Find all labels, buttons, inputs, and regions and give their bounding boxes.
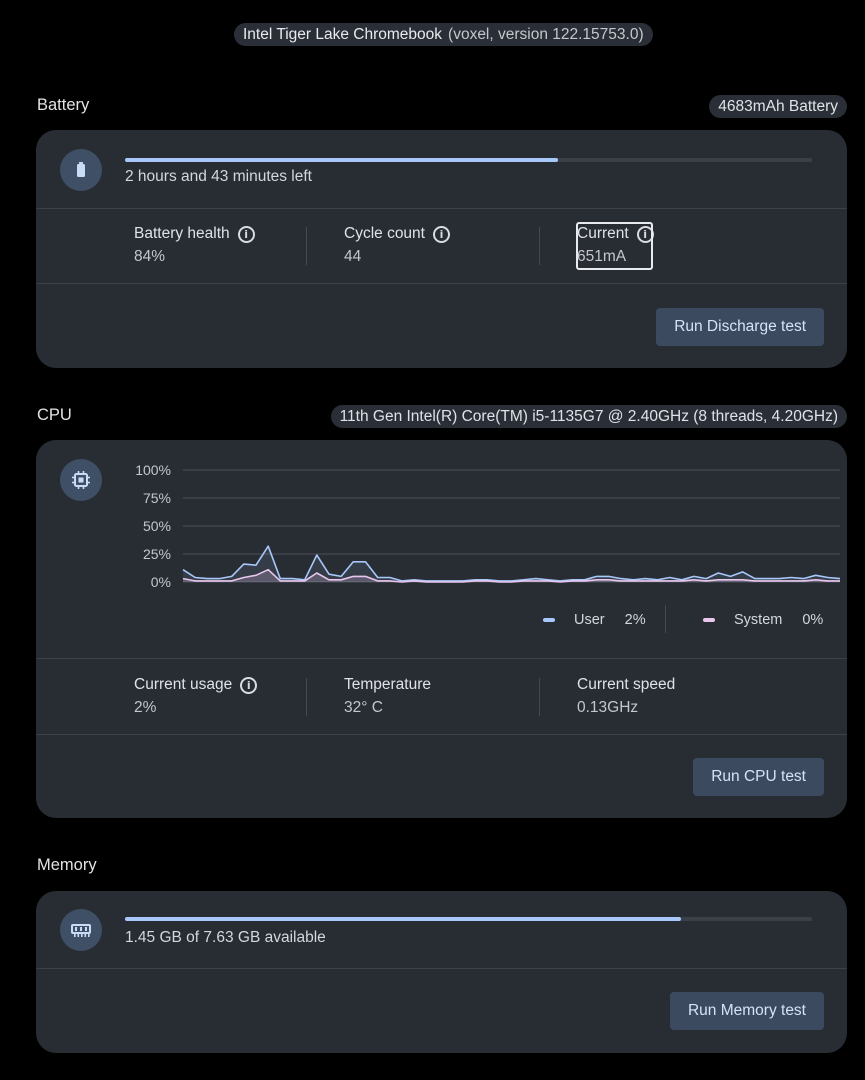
- cycle-count-stat: Cycle count i 44: [344, 223, 450, 266]
- cycle-count-value: 44: [344, 248, 362, 265]
- cycle-count-label: Cycle count: [344, 225, 425, 242]
- run-cpu-test-button[interactable]: Run CPU test: [693, 758, 824, 796]
- temperature-stat: Temperature 32° C: [344, 674, 431, 717]
- y-tick-label: 0%: [151, 574, 171, 590]
- current-usage-stat: Current usage i 2%: [134, 674, 258, 717]
- current-speed-value: 0.13GHz: [577, 699, 639, 716]
- battery-charge-fill: [125, 158, 558, 162]
- series-line-user: [182, 545, 841, 582]
- battery-divider-top: [36, 208, 847, 209]
- stat-separator: [539, 678, 540, 716]
- y-tick-label: 75%: [143, 490, 171, 506]
- cpu-card: 100% 75% 50% 25% 0% User 2% System 0% Curren…: [36, 440, 847, 818]
- memory-usage-fill: [125, 917, 682, 921]
- system-legend-label: System: [734, 612, 783, 628]
- y-tick-label: 100%: [135, 462, 171, 478]
- battery-health-label: Battery health: [134, 225, 230, 242]
- system-legend-swatch: [703, 618, 715, 622]
- memory-section-title: Memory: [37, 856, 97, 874]
- user-legend-swatch: [543, 618, 555, 622]
- temperature-label: Temperature: [344, 676, 432, 693]
- legend-separator: [665, 605, 666, 633]
- stat-separator: [539, 227, 540, 265]
- battery-capacity-badge: 4683mAh Battery: [709, 95, 847, 118]
- current-usage-value: 2%: [134, 699, 157, 716]
- current-usage-info-icon[interactable]: i: [240, 676, 258, 694]
- cpu-divider-top: [36, 658, 847, 659]
- system-legend-value: 0%: [802, 612, 824, 628]
- focus-ring: [576, 222, 653, 270]
- user-legend-label: User: [574, 612, 605, 628]
- current-usage-label: Current usage: [134, 676, 233, 693]
- memory-usage-bar: [125, 917, 812, 921]
- run-memory-test-button[interactable]: Run Memory test: [669, 992, 824, 1030]
- y-tick-label: 25%: [143, 546, 171, 562]
- cpu-model-badge: 11th Gen Intel(R) Core(TM) i5-1135G7 @ 2…: [330, 405, 847, 428]
- device-version: (voxel, version 122.15753.0): [448, 26, 644, 43]
- battery-divider-bottom: [36, 283, 847, 284]
- memory-divider: [36, 968, 847, 969]
- stat-separator: [306, 227, 307, 265]
- series-area-user: [183, 546, 840, 582]
- cpu-usage-chart: 100% 75% 50% 25% 0%: [135, 462, 841, 590]
- battery-card: 2 hours and 43 minutes left Battery heal…: [36, 130, 847, 368]
- battery-health-info-icon[interactable]: i: [237, 225, 255, 243]
- temperature-value: 32° C: [344, 699, 383, 716]
- cycle-count-info-icon[interactable]: i: [432, 225, 450, 243]
- current-speed-label: Current speed: [577, 676, 676, 693]
- memory-available-text: 1.45 GB of 7.63 GB available: [125, 929, 326, 946]
- legend-user: User 2%: [543, 612, 646, 628]
- cpu-divider-bottom: [36, 734, 847, 735]
- battery-time-left: 2 hours and 43 minutes left: [125, 168, 312, 185]
- current-label: Current: [577, 225, 629, 242]
- y-tick-label: 50%: [143, 518, 171, 534]
- run-discharge-test-button[interactable]: Run Discharge test: [656, 308, 824, 346]
- device-info-badge: Intel Tiger Lake Chromebook (voxel, versi…: [234, 23, 653, 46]
- legend-system: System 0%: [703, 612, 823, 628]
- battery-section-title: Battery: [37, 96, 90, 114]
- memory-icon: [60, 909, 102, 951]
- user-legend-value: 2%: [624, 612, 646, 628]
- battery-charge-bar: [125, 158, 812, 162]
- memory-card: 1.45 GB of 7.63 GB available Run Memory …: [36, 891, 847, 1053]
- series-line-system: [182, 568, 840, 583]
- cpu-chip-icon: [60, 459, 102, 501]
- battery-health-value: 84%: [134, 248, 166, 265]
- battery-icon: [60, 149, 102, 191]
- current-speed-stat: Current speed 0.13GHz: [577, 674, 675, 717]
- battery-health-stat: Battery health i 84%: [134, 223, 255, 266]
- stat-separator: [306, 678, 307, 716]
- device-name: Intel Tiger Lake Chromebook: [243, 26, 443, 43]
- current-value: 651mA: [577, 248, 627, 265]
- cpu-section-title: CPU: [37, 406, 72, 424]
